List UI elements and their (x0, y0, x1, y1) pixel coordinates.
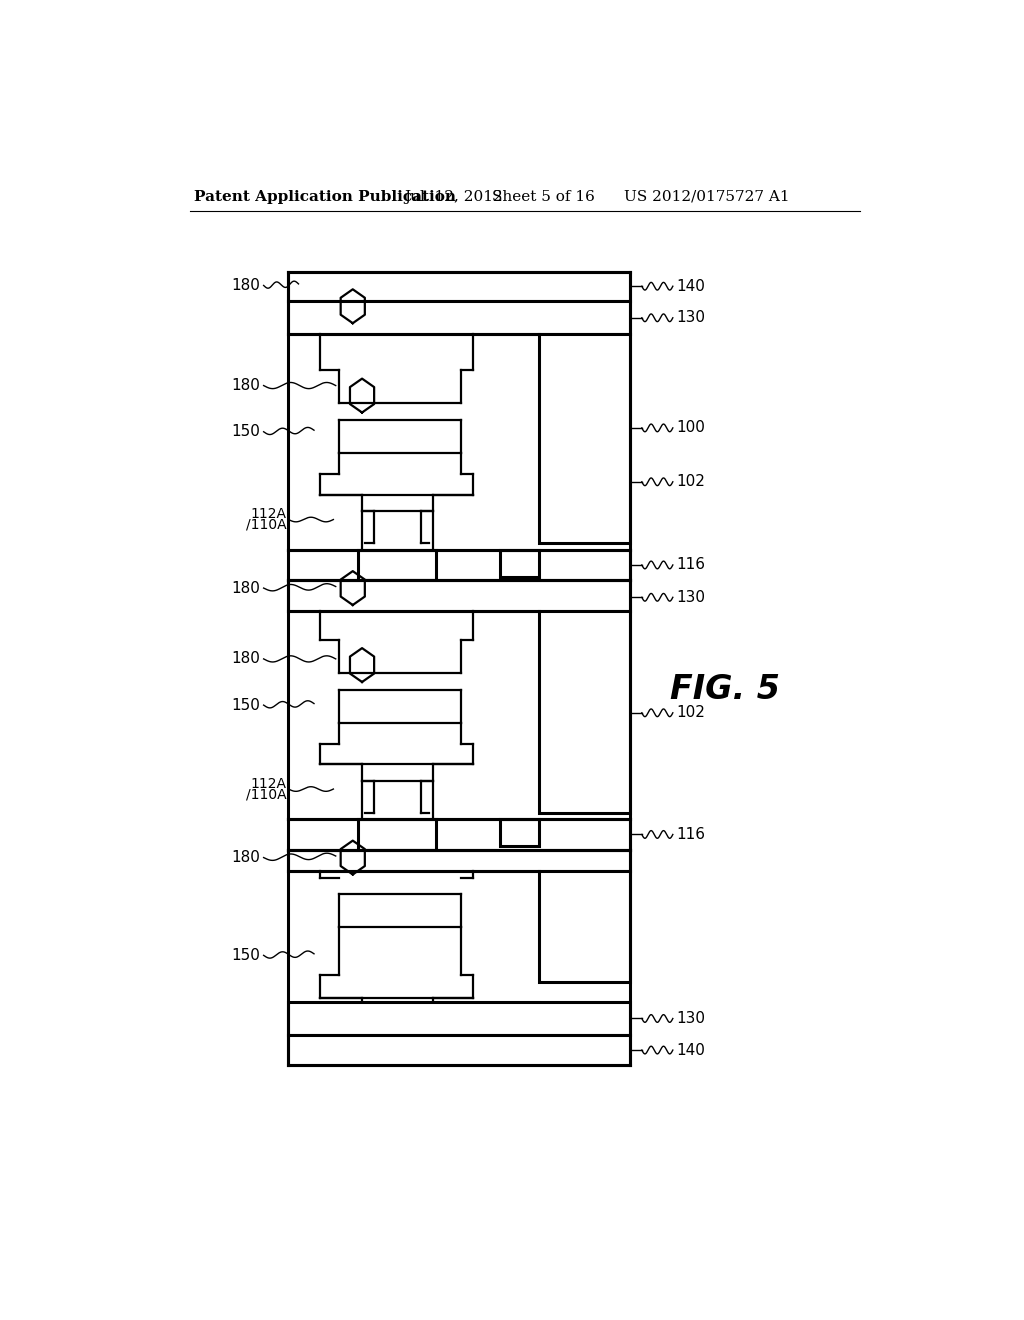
Text: Patent Application Publication: Patent Application Publication (194, 190, 456, 203)
Bar (289, 301, 630, 334)
Bar (289, 850, 630, 871)
Text: 180: 180 (230, 581, 260, 595)
Text: 180: 180 (230, 378, 260, 393)
Text: 102: 102 (677, 474, 706, 490)
Bar (289, 581, 630, 611)
Text: 150: 150 (230, 948, 260, 962)
Text: /110A: /110A (246, 517, 287, 532)
Text: 102: 102 (677, 705, 706, 721)
Bar (539, 871, 630, 982)
Text: FIG. 5: FIG. 5 (671, 673, 780, 706)
Bar (289, 272, 630, 301)
Text: /110A: /110A (246, 788, 287, 801)
Text: 116: 116 (677, 557, 706, 573)
Bar (500, 818, 539, 846)
Text: Sheet 5 of 16: Sheet 5 of 16 (493, 190, 595, 203)
Text: 116: 116 (677, 826, 706, 842)
Text: 130: 130 (677, 310, 706, 325)
Text: 140: 140 (677, 1043, 706, 1057)
Text: 100: 100 (677, 420, 706, 436)
Text: 130: 130 (677, 1011, 706, 1026)
Bar (289, 1035, 630, 1065)
Bar (358, 549, 436, 581)
Text: 112A: 112A (251, 507, 287, 521)
Text: 150: 150 (230, 697, 260, 713)
Text: 112A: 112A (251, 776, 287, 791)
Text: 180: 180 (230, 279, 260, 293)
Text: US 2012/0175727 A1: US 2012/0175727 A1 (624, 190, 790, 203)
Bar (539, 611, 630, 813)
Text: 140: 140 (677, 279, 706, 294)
Text: 180: 180 (230, 850, 260, 865)
Text: 150: 150 (230, 424, 260, 440)
Bar (358, 818, 436, 850)
Bar (289, 1002, 630, 1035)
Text: Jul. 12, 2012: Jul. 12, 2012 (403, 190, 503, 203)
Text: 130: 130 (677, 590, 706, 605)
Bar (539, 334, 630, 544)
Bar (500, 549, 539, 577)
Text: 180: 180 (230, 651, 260, 667)
